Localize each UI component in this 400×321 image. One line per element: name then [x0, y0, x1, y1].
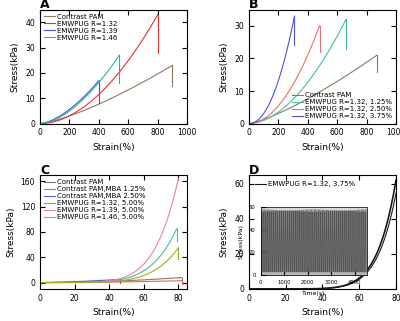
Legend: Contrast PAM, EMWPUG R=1.32, EMWPUG R=1.39, EMWPUG R=1.46: Contrast PAM, EMWPUG R=1.32, EMWPUG R=1.… — [44, 13, 118, 42]
Y-axis label: Stress(kPa): Stress(kPa) — [220, 207, 229, 257]
Text: C: C — [40, 163, 49, 177]
X-axis label: Strain(%): Strain(%) — [301, 143, 344, 152]
Y-axis label: Stress(kPa): Stress(kPa) — [11, 41, 20, 92]
Y-axis label: Stress(kPa): Stress(kPa) — [6, 207, 15, 257]
Text: B: B — [249, 0, 258, 11]
Y-axis label: Stress(kPa): Stress(kPa) — [220, 41, 229, 92]
X-axis label: Strain(%): Strain(%) — [301, 308, 344, 317]
Text: D: D — [249, 163, 259, 177]
Legend: Contrast PAM, EMWPUG R=1.32, 1.25%, EMWPUG R=1.32, 2.50%, EMWPUG R=1.32, 3.75%: Contrast PAM, EMWPUG R=1.32, 1.25%, EMWP… — [292, 91, 392, 120]
X-axis label: Strain(%): Strain(%) — [92, 143, 135, 152]
Text: A: A — [40, 0, 50, 11]
Legend: EMWPUG R=1.32, 3.75%: EMWPUG R=1.32, 3.75% — [252, 178, 358, 190]
Legend: Contrast PAM, Contrast PAM,MBA 1.25%, Contrast PAM,MBA 2.50%, EMWPUG R=1.32, 5.0: Contrast PAM, Contrast PAM,MBA 1.25%, Co… — [44, 178, 146, 221]
X-axis label: Strain(%): Strain(%) — [92, 308, 135, 317]
